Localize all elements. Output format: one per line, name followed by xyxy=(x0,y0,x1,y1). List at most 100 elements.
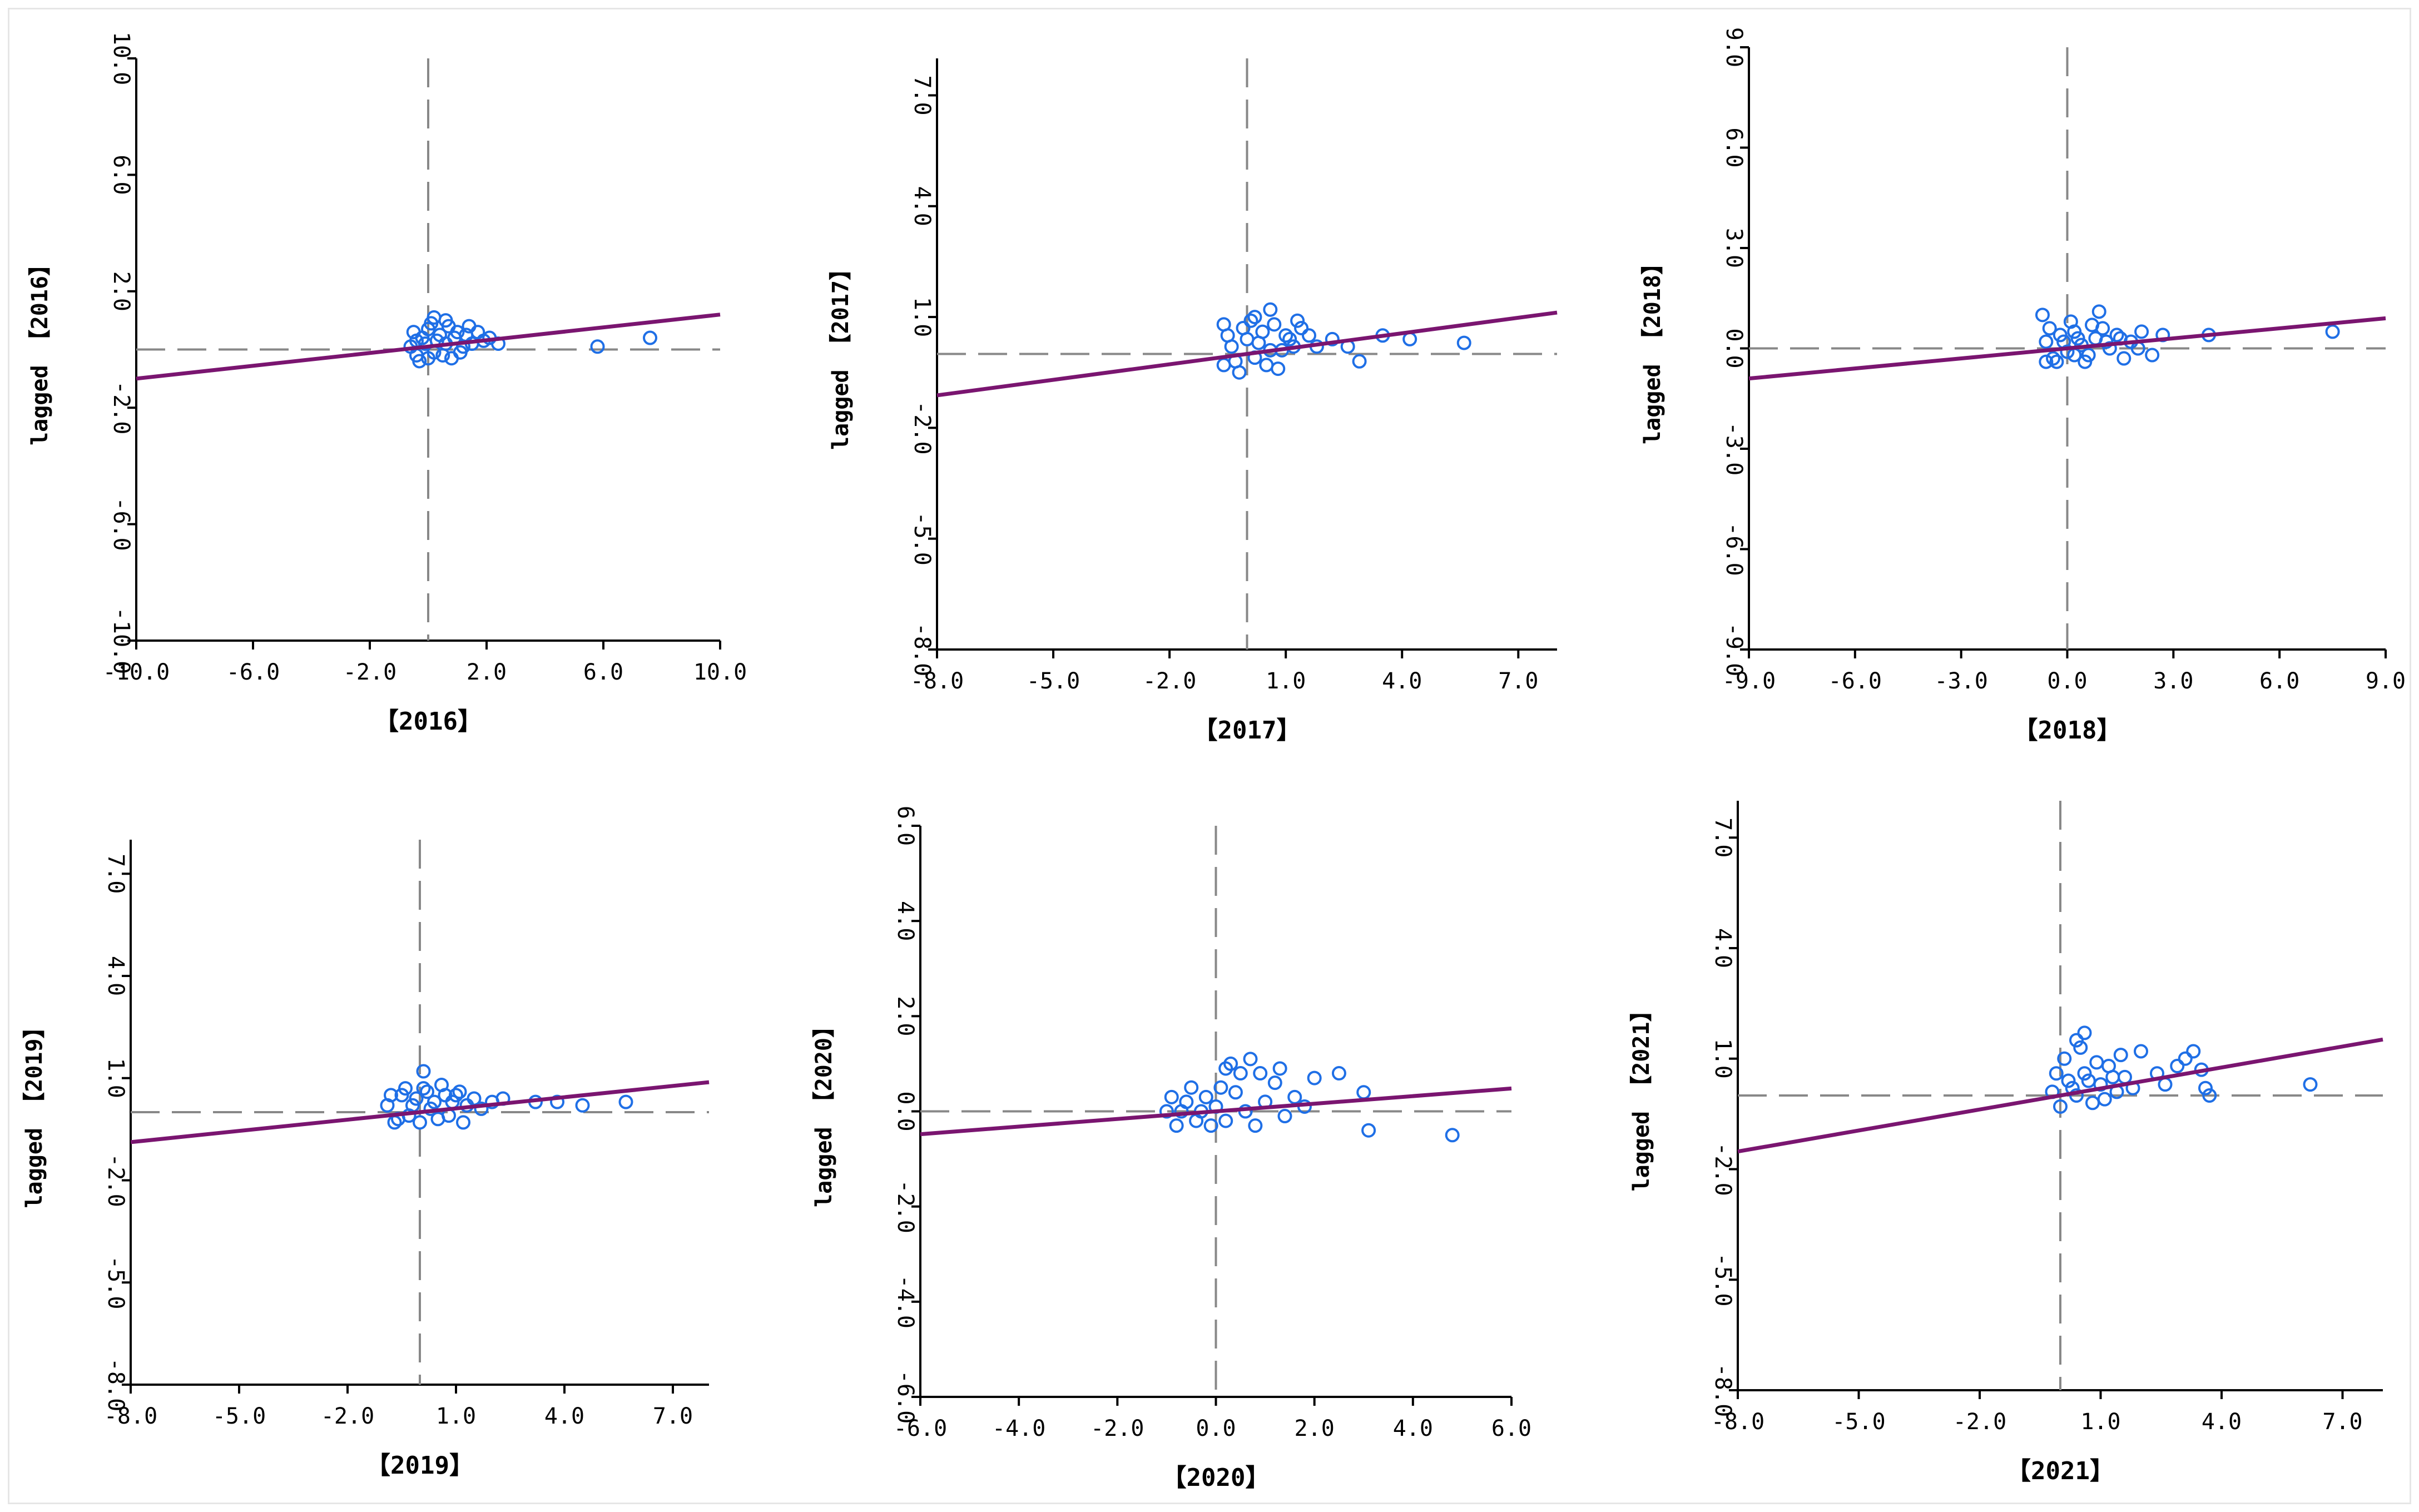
data-point xyxy=(1282,331,1297,346)
data-point xyxy=(427,310,442,325)
chart-panel-6: -8.0 -5.0 -2.0 1.0 4.0 7.0 -8.0 -5.0 -2.0 1.0 4.0 7… xyxy=(1629,801,2383,1485)
data-point xyxy=(2170,1059,2185,1073)
chart-panel-4: -8.0 -5.0 -2.0 1.0 4.0 7.0 -8.0 -5.0 -2.0 1.0 4.0 7… xyxy=(22,840,710,1480)
data-point xyxy=(1218,1061,1233,1076)
y-tick-label: -2.0 xyxy=(893,1180,918,1233)
data-point xyxy=(1278,328,1293,343)
data-point xyxy=(2198,1080,2213,1095)
y-tick-label: -4.0 xyxy=(893,1275,918,1328)
data-point xyxy=(1352,354,1367,369)
y-tick-label: 4.0 xyxy=(893,901,918,941)
data-point xyxy=(1233,1066,1248,1081)
data-point xyxy=(2085,318,2100,333)
data-point xyxy=(2046,351,2061,366)
data-point xyxy=(1203,1118,1218,1133)
x-tick-label: 6.0 xyxy=(583,660,623,685)
data-point xyxy=(406,325,421,340)
x-tick-label: -3.0 xyxy=(1935,668,1988,694)
data-point xyxy=(387,1115,402,1130)
x-tick-label: -2.0 xyxy=(343,660,396,685)
x-tick-label: 7.0 xyxy=(653,1404,693,1429)
data-point xyxy=(2039,354,2054,369)
x-tick-label: -5.0 xyxy=(212,1404,266,1429)
data-point xyxy=(1169,1118,1184,1133)
data-point xyxy=(2118,1069,2132,1084)
data-point xyxy=(409,1091,424,1106)
y-tick-label: -2.0 xyxy=(909,401,935,454)
data-point xyxy=(2099,334,2114,349)
data-point xyxy=(2202,1088,2217,1103)
data-point xyxy=(2070,331,2085,346)
y-tick-label: 1.0 xyxy=(103,1058,128,1098)
data-point xyxy=(1164,1089,1179,1104)
x-tick-label: 1.0 xyxy=(1266,668,1306,694)
y-tick-label: 7.0 xyxy=(103,854,128,894)
y-tick-label: -6.0 xyxy=(893,1370,918,1424)
y-tick-label: 4.0 xyxy=(1710,928,1736,968)
x-tick-label: -8.0 xyxy=(104,1404,157,1429)
data-point xyxy=(416,1081,431,1096)
data-point xyxy=(474,1101,489,1116)
data-point xyxy=(2105,1069,2120,1084)
data-point xyxy=(413,1115,427,1130)
data-point xyxy=(420,1084,434,1099)
data-point xyxy=(2053,1099,2068,1114)
data-point xyxy=(643,330,657,345)
data-point xyxy=(418,336,433,351)
y-tick-label: 2.0 xyxy=(893,996,918,1036)
data-point xyxy=(2063,314,2078,329)
y-tick-label: 6.0 xyxy=(108,155,134,195)
x-tick-label: -6.0 xyxy=(226,660,280,685)
data-point xyxy=(1213,1080,1228,1095)
chart-panel-2: -8.0 -5.0 -2.0 1.0 4.0 7.0 -8.0 -5.0 -2.0 1.0 4.0 7… xyxy=(828,58,1558,745)
y-tick-label: -5.0 xyxy=(1710,1253,1736,1306)
x-tick-label: -5.0 xyxy=(1832,1409,1885,1435)
data-point xyxy=(2077,1066,2092,1081)
data-point xyxy=(1267,1075,1282,1090)
data-point xyxy=(2097,1092,2112,1107)
data-point xyxy=(550,1094,564,1109)
data-point xyxy=(1277,1109,1292,1124)
x-tick-label: 4.0 xyxy=(1393,1416,1433,1441)
data-point xyxy=(2049,354,2064,369)
y-tick-label: -8.0 xyxy=(103,1358,128,1411)
y-tick-label: -5.0 xyxy=(909,512,935,566)
data-point xyxy=(1294,320,1309,335)
data-point xyxy=(1228,1085,1243,1100)
data-point xyxy=(416,1064,431,1079)
x-tick-label: -5.0 xyxy=(1027,668,1080,694)
x-tick-label: -2.0 xyxy=(1090,1416,1144,1441)
y-tick-label: 0.0 xyxy=(1721,328,1747,368)
x-tick-label: -6.0 xyxy=(894,1416,947,1441)
regression-line xyxy=(136,313,721,381)
y-tick-label: 4.0 xyxy=(103,956,128,996)
data-point xyxy=(1248,1118,1263,1133)
data-point xyxy=(1218,1113,1233,1128)
x-tick-label: 4.0 xyxy=(2202,1409,2242,1435)
data-point xyxy=(575,1098,590,1113)
y-tick-label: -6.0 xyxy=(108,497,134,551)
data-point xyxy=(1174,1104,1189,1119)
y-tick-label: 6.0 xyxy=(1721,127,1747,167)
y-tick-label: 7.0 xyxy=(909,75,935,115)
y-tick-label: -2.0 xyxy=(1710,1142,1736,1196)
x-tick-label: 10.0 xyxy=(693,660,747,685)
data-point xyxy=(2186,1044,2201,1059)
data-point xyxy=(2035,308,2050,323)
data-point xyxy=(1331,1066,1346,1081)
regression-line xyxy=(1737,1037,2383,1154)
data-point xyxy=(2057,1051,2072,1066)
data-point xyxy=(1243,313,1258,328)
data-point xyxy=(1253,1066,1268,1081)
data-point xyxy=(1287,1089,1302,1104)
data-point xyxy=(1267,317,1282,332)
x-axis-label: 【2020】 xyxy=(1162,1464,1270,1492)
data-point xyxy=(2049,1066,2064,1081)
data-point xyxy=(1456,335,1471,350)
x-tick-label: 2.0 xyxy=(1295,1416,1335,1441)
x-tick-label: 4.0 xyxy=(544,1404,584,1429)
data-point xyxy=(2073,1040,2088,1055)
x-tick-label: 1.0 xyxy=(436,1404,476,1429)
data-point xyxy=(2134,1044,2148,1059)
